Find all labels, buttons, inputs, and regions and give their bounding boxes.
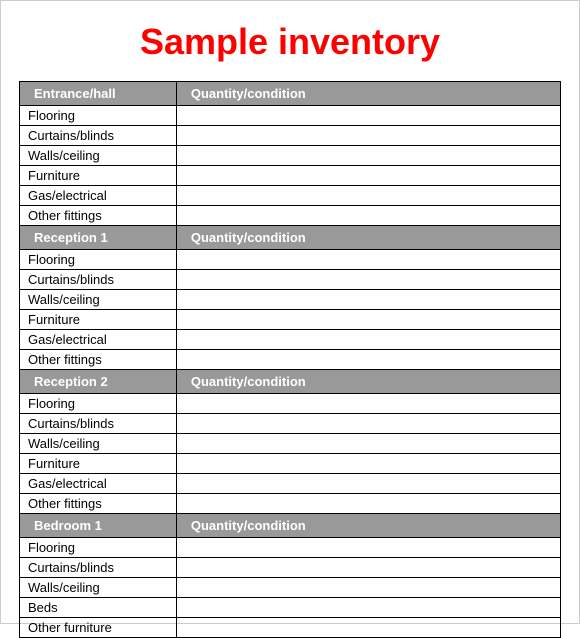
item-label: Furniture [20,454,177,474]
table-row: Beds [20,598,561,618]
table-row: Furniture [20,454,561,474]
table-row: Curtains/blinds [20,270,561,290]
item-label: Other furniture [20,618,177,638]
qty-condition-header: Quantity/condition [176,226,560,250]
section-name: Reception 2 [20,370,177,394]
item-qty [176,290,560,310]
table-row: Flooring [20,394,561,414]
section-header: Entrance/hallQuantity/condition [20,82,561,106]
item-qty [176,538,560,558]
item-label: Walls/ceiling [20,434,177,454]
item-label: Curtains/blinds [20,558,177,578]
item-qty [176,146,560,166]
item-qty [176,206,560,226]
item-label: Other fittings [20,206,177,226]
item-qty [176,310,560,330]
section-header: Reception 1Quantity/condition [20,226,561,250]
table-row: Curtains/blinds [20,414,561,434]
item-qty [176,618,560,638]
item-label: Furniture [20,166,177,186]
table-row: Flooring [20,106,561,126]
qty-condition-header: Quantity/condition [176,370,560,394]
table-row: Walls/ceiling [20,290,561,310]
inventory-document: Sample inventory Entrance/hallQuantity/c… [0,0,580,624]
item-qty [176,106,560,126]
item-qty [176,166,560,186]
table-row: Other fittings [20,206,561,226]
item-qty [176,126,560,146]
item-label: Curtains/blinds [20,270,177,290]
item-label: Flooring [20,106,177,126]
item-label: Flooring [20,250,177,270]
table-row: Furniture [20,310,561,330]
item-label: Other fittings [20,494,177,514]
table-row: Curtains/blinds [20,558,561,578]
item-qty [176,270,560,290]
table-row: Gas/electrical [20,186,561,206]
item-qty [176,186,560,206]
table-row: Other furniture [20,618,561,638]
item-label: Furniture [20,310,177,330]
table-row: Flooring [20,538,561,558]
page-title: Sample inventory [19,13,561,81]
item-label: Other fittings [20,350,177,370]
qty-condition-header: Quantity/condition [176,82,560,106]
item-qty [176,250,560,270]
item-qty [176,414,560,434]
item-qty [176,558,560,578]
table-row: Walls/ceiling [20,146,561,166]
item-qty [176,598,560,618]
section-header: Reception 2Quantity/condition [20,370,561,394]
item-label: Walls/ceiling [20,146,177,166]
item-label: Walls/ceiling [20,290,177,310]
table-row: Walls/ceiling [20,578,561,598]
item-label: Flooring [20,394,177,414]
item-qty [176,434,560,454]
item-label: Walls/ceiling [20,578,177,598]
section-name: Entrance/hall [20,82,177,106]
qty-condition-header: Quantity/condition [176,514,560,538]
table-row: Flooring [20,250,561,270]
table-row: Walls/ceiling [20,434,561,454]
item-label: Beds [20,598,177,618]
item-label: Curtains/blinds [20,414,177,434]
table-row: Furniture [20,166,561,186]
table-row: Gas/electrical [20,330,561,350]
item-label: Gas/electrical [20,474,177,494]
table-row: Curtains/blinds [20,126,561,146]
table-row: Other fittings [20,494,561,514]
item-qty [176,474,560,494]
item-qty [176,454,560,474]
item-label: Gas/electrical [20,186,177,206]
inventory-table: Entrance/hallQuantity/conditionFlooringC… [19,81,561,638]
inventory-body: Entrance/hallQuantity/conditionFlooringC… [20,82,561,638]
section-name: Reception 1 [20,226,177,250]
item-qty [176,494,560,514]
table-row: Other fittings [20,350,561,370]
section-name: Bedroom 1 [20,514,177,538]
item-label: Gas/electrical [20,330,177,350]
item-label: Curtains/blinds [20,126,177,146]
item-qty [176,578,560,598]
item-qty [176,394,560,414]
section-header: Bedroom 1Quantity/condition [20,514,561,538]
table-row: Gas/electrical [20,474,561,494]
item-qty [176,350,560,370]
item-qty [176,330,560,350]
item-label: Flooring [20,538,177,558]
